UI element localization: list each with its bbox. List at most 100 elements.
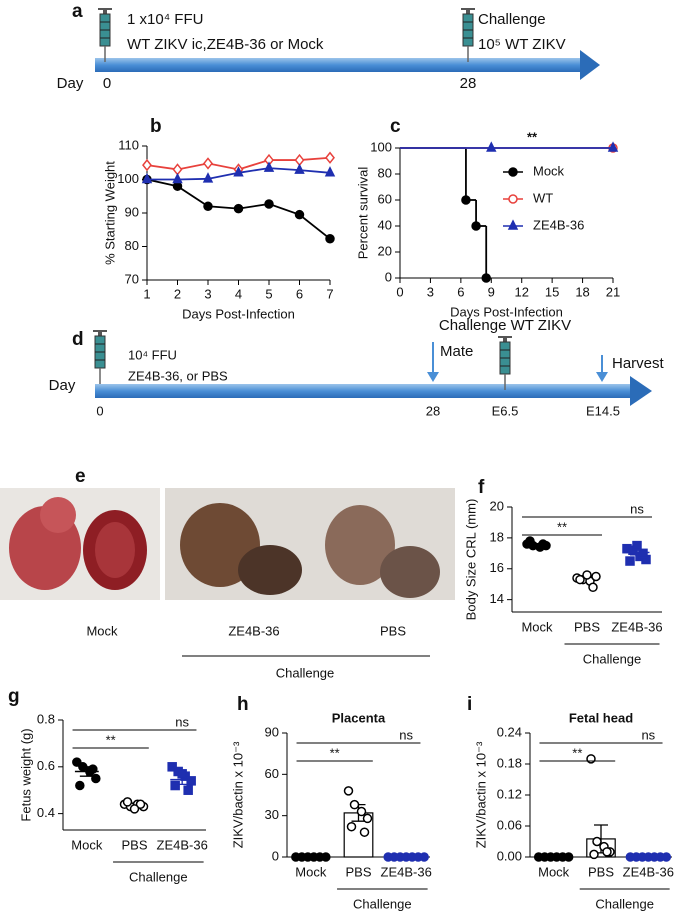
group-label: Challenge	[353, 896, 412, 911]
marker	[75, 780, 85, 791]
y-tick-label: 90	[125, 204, 139, 219]
marker	[346, 821, 357, 832]
syringe	[97, 7, 113, 63]
day: 0	[103, 75, 111, 92]
y-tick-label: 90	[265, 724, 279, 739]
panel-letter: d	[72, 329, 84, 350]
group-label: Challenge	[276, 665, 335, 680]
marker	[343, 786, 354, 796]
arrow-head	[596, 372, 608, 382]
marker	[294, 209, 305, 220]
legend-label: ZE4B-36	[533, 217, 584, 232]
y-tick-label: 0.18	[497, 755, 522, 770]
x-tick-label: ZE4B-36	[381, 864, 432, 879]
marker	[508, 194, 518, 204]
significance: **	[572, 745, 582, 760]
marker	[419, 852, 429, 862]
y-tick-label: 14	[490, 591, 504, 606]
challenge: Challenge	[478, 11, 546, 28]
group-label: Challenge	[129, 869, 188, 884]
photo	[0, 488, 160, 600]
marker	[141, 172, 153, 184]
y-axis-label: ZIKV/bactin x 10⁻³	[473, 741, 488, 848]
x-tick-label: ZE4B-36	[611, 619, 662, 634]
day: 28	[460, 75, 477, 92]
y-tick-label: 20	[490, 498, 504, 513]
significance: ns	[641, 727, 655, 742]
marker	[183, 785, 193, 795]
marker	[203, 157, 213, 170]
arrow-head	[630, 376, 652, 406]
x-tick-label: 12	[514, 284, 528, 299]
marker	[203, 201, 213, 212]
y-tick-label: 20	[378, 243, 392, 258]
y-tick-label: 18	[490, 529, 504, 544]
marker	[582, 570, 592, 580]
panel-letter: h	[237, 694, 249, 715]
photo	[165, 488, 455, 600]
x-tick-label: Mock	[538, 864, 570, 879]
dose: 1 x10⁴ FFU	[127, 11, 203, 28]
x-tick-label: PBS	[121, 837, 147, 852]
marker	[661, 852, 672, 862]
marker	[625, 556, 635, 566]
y-tick-label: 0.6	[37, 758, 55, 773]
x-tick-label: Mock	[295, 864, 327, 879]
marker	[172, 181, 183, 191]
marker	[233, 203, 244, 214]
marker	[486, 141, 497, 152]
x-tick-label: 15	[545, 284, 559, 299]
y-tick-label: 40	[378, 217, 392, 232]
x-tick-label: PBS	[588, 864, 614, 879]
significance: ns	[630, 501, 644, 516]
marker	[72, 757, 82, 767]
y-tick-label: 0	[272, 848, 279, 863]
marker	[356, 806, 367, 817]
y-tick-label: 110	[118, 137, 139, 152]
significance: ns	[399, 727, 413, 742]
marker	[359, 827, 370, 837]
y-axis-label: ZIKV/bactin x 10⁻³	[230, 741, 245, 848]
x-tick-label: 5	[265, 286, 272, 301]
y-tick-label: 60	[378, 191, 392, 206]
chart-title: Placenta	[332, 710, 386, 725]
marker	[88, 764, 98, 774]
marker	[507, 219, 519, 230]
y-tick-label: 16	[490, 560, 504, 575]
syringe	[497, 335, 513, 391]
marker	[142, 158, 152, 172]
x-axis-label: Days Post-Infection	[450, 304, 563, 319]
marker	[588, 582, 598, 593]
marker	[586, 754, 596, 764]
marker	[172, 172, 183, 184]
x-tick-label: 18	[575, 284, 589, 299]
panel-letter: g	[8, 686, 20, 707]
marker	[362, 813, 373, 824]
marker	[177, 769, 187, 779]
marker	[202, 172, 214, 183]
significance: **	[330, 745, 340, 760]
x-tick-label: PBS	[345, 864, 371, 879]
legend-label: Mock	[533, 163, 565, 178]
y-axis-label: Fetus weight (g)	[18, 728, 33, 821]
x-tick-label: 9	[488, 284, 495, 299]
syringe	[92, 329, 108, 385]
y-tick-label: 70	[125, 271, 139, 286]
marker	[324, 166, 336, 177]
y-tick-label: 80	[125, 238, 139, 253]
x-tick-label: PBS	[574, 619, 600, 634]
significance: **	[106, 732, 116, 747]
x-axis-label: Days Post-Infection	[182, 306, 295, 321]
marker	[563, 852, 574, 862]
marker	[602, 847, 612, 857]
day-label: Day	[49, 377, 76, 394]
panel-letter: e	[75, 466, 86, 487]
panel-letter: b	[150, 116, 162, 137]
day: 0	[96, 403, 103, 418]
timeline-arrow	[95, 58, 580, 72]
marker	[321, 852, 331, 862]
x-tick-label: 4	[235, 286, 242, 301]
marker	[325, 151, 335, 164]
marker	[91, 773, 101, 784]
mate: Mate	[440, 343, 473, 360]
